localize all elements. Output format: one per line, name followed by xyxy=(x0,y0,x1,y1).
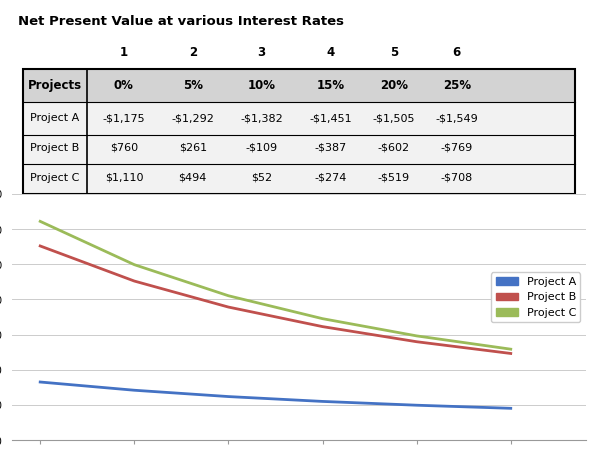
Bar xyxy=(23,132,575,164)
Text: 1: 1 xyxy=(120,46,128,59)
Bar xyxy=(23,102,575,135)
Text: 20%: 20% xyxy=(380,79,408,92)
Bar xyxy=(23,69,575,194)
Text: -$708: -$708 xyxy=(441,172,473,183)
Text: 4: 4 xyxy=(327,46,335,59)
Text: -$387: -$387 xyxy=(315,143,347,153)
Text: -$274: -$274 xyxy=(315,172,347,183)
Text: Projects: Projects xyxy=(28,79,82,92)
Text: $261: $261 xyxy=(179,143,207,153)
Text: Project B: Project B xyxy=(30,143,80,153)
Text: 5%: 5% xyxy=(183,79,203,92)
Text: -$519: -$519 xyxy=(378,172,410,183)
Text: 6: 6 xyxy=(453,46,461,59)
Text: -$1,505: -$1,505 xyxy=(373,114,415,123)
Legend: Project A, Project B, Project C: Project A, Project B, Project C xyxy=(491,272,581,322)
Text: -$1,175: -$1,175 xyxy=(103,114,145,123)
Text: -$1,549: -$1,549 xyxy=(435,114,478,123)
Text: -$1,292: -$1,292 xyxy=(172,114,214,123)
Text: Project A: Project A xyxy=(30,114,80,123)
Text: Net Present Value at various Interest Rates: Net Present Value at various Interest Ra… xyxy=(18,15,344,28)
Text: 0%: 0% xyxy=(114,79,134,92)
Text: -$1,451: -$1,451 xyxy=(309,114,352,123)
Text: 15%: 15% xyxy=(316,79,344,92)
Text: 10%: 10% xyxy=(248,79,276,92)
Text: 5: 5 xyxy=(390,46,398,59)
Text: -$1,382: -$1,382 xyxy=(240,114,283,123)
Text: -$769: -$769 xyxy=(441,143,473,153)
Bar xyxy=(23,69,575,102)
Text: -$602: -$602 xyxy=(378,143,410,153)
Text: $494: $494 xyxy=(179,172,207,183)
Text: Project C: Project C xyxy=(30,172,80,183)
Text: 3: 3 xyxy=(258,46,266,59)
Text: $760: $760 xyxy=(110,143,138,153)
Text: $52: $52 xyxy=(251,172,272,183)
Text: -$109: -$109 xyxy=(246,143,277,153)
Bar xyxy=(23,161,575,194)
Text: 25%: 25% xyxy=(443,79,471,92)
Text: 2: 2 xyxy=(189,46,197,59)
Text: $1,110: $1,110 xyxy=(105,172,143,183)
